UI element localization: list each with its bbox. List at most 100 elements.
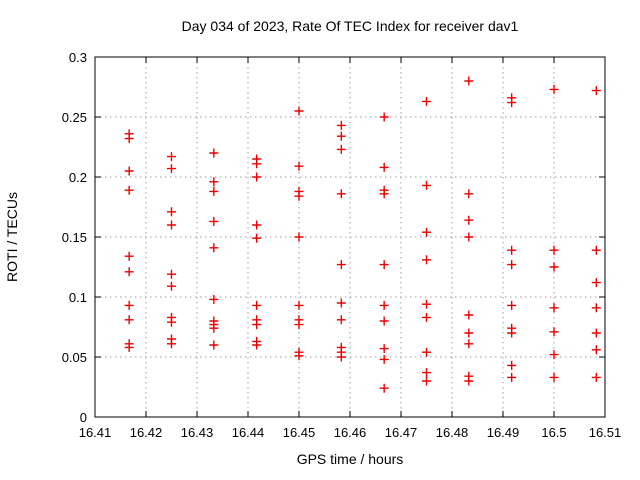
data-point-marker — [379, 354, 389, 364]
data-point-marker — [124, 315, 134, 325]
data-point-marker — [549, 303, 559, 313]
data-point-marker — [124, 267, 134, 277]
data-point-marker — [591, 278, 601, 288]
data-point-marker — [464, 310, 474, 320]
data-point-marker — [252, 220, 262, 230]
data-point-marker — [252, 172, 262, 182]
y-axis-label: ROTI / TECUs — [4, 192, 20, 282]
data-point-marker — [124, 134, 134, 144]
data-point-marker — [124, 300, 134, 310]
data-point-marker — [124, 185, 134, 195]
data-point-marker — [549, 372, 559, 382]
x-tick-label: 16.46 — [334, 425, 367, 440]
x-tick-label: 16.5 — [541, 425, 566, 440]
data-point-marker — [209, 243, 219, 253]
data-point-marker — [336, 120, 346, 130]
data-point-marker — [507, 360, 517, 370]
data-point-marker — [167, 339, 176, 349]
data-point-marker — [422, 312, 431, 322]
x-tick-label: 16.44 — [232, 425, 265, 440]
data-point-marker — [336, 189, 346, 199]
data-point-marker — [379, 112, 389, 122]
data-point-marker — [167, 152, 176, 162]
data-point-marker — [591, 328, 601, 338]
data-point-marker — [507, 328, 517, 338]
data-point-marker — [591, 372, 601, 382]
data-point-marker — [124, 342, 134, 352]
data-point-marker — [124, 166, 134, 176]
grid-lines — [95, 57, 605, 417]
data-point-marker — [167, 317, 176, 327]
data-point-marker — [422, 368, 431, 378]
x-tick-label: 16.41 — [79, 425, 112, 440]
data-point-marker — [379, 189, 389, 199]
y-tick-label: 0.05 — [62, 350, 87, 365]
data-point-marker — [209, 323, 219, 333]
data-point-marker — [464, 232, 474, 242]
data-point-marker — [591, 86, 601, 96]
data-point-marker — [464, 328, 474, 338]
data-point-marker — [336, 131, 346, 141]
data-point-marker — [379, 162, 389, 172]
x-tick-label: 16.51 — [589, 425, 622, 440]
data-point-marker — [507, 300, 517, 310]
y-tick-label: 0.3 — [69, 50, 87, 65]
data-point-marker — [209, 148, 219, 158]
data-point-marker — [422, 96, 431, 106]
y-tick-label: 0 — [80, 410, 87, 425]
data-point-marker — [379, 300, 389, 310]
data-point-marker — [591, 303, 601, 313]
data-point-marker — [209, 294, 219, 304]
data-point-marker — [167, 207, 176, 217]
data-point-marker — [294, 351, 304, 361]
data-point-marker — [464, 215, 474, 225]
data-point-marker — [252, 320, 262, 330]
data-point-marker — [252, 159, 262, 169]
data-point-marker — [294, 232, 304, 242]
data-point-marker — [336, 298, 346, 308]
data-point-marker — [167, 281, 176, 291]
data-point-marker — [336, 352, 346, 362]
data-point-marker — [422, 255, 431, 265]
data-point-marker — [464, 189, 474, 199]
data-point-marker — [379, 316, 389, 326]
data-point-marker — [379, 344, 389, 354]
plot-frame — [94, 56, 606, 418]
data-point-marker — [294, 161, 304, 171]
x-tick-label: 16.49 — [487, 425, 520, 440]
data-point-marker — [422, 299, 431, 309]
y-tick-label: 0.1 — [69, 290, 87, 305]
x-tick-label: 16.45 — [283, 425, 316, 440]
data-point-marker — [591, 345, 601, 355]
data-point-marker — [252, 233, 262, 243]
data-point-marker — [591, 245, 601, 255]
x-tick-label: 16.47 — [385, 425, 418, 440]
x-tick-label: 16.48 — [436, 425, 469, 440]
y-tick-label: 0.2 — [69, 170, 87, 185]
y-tick-label: 0.15 — [62, 230, 87, 245]
data-point-marker — [422, 180, 431, 190]
data-point-marker — [209, 186, 219, 196]
data-point-marker — [549, 327, 559, 337]
data-point-marker — [507, 245, 517, 255]
data-point-marker — [252, 340, 262, 350]
data-point-marker — [294, 320, 304, 330]
data-point-marker — [422, 347, 431, 357]
tick-labels: 16.41 16.42 16.43 16.44 16.45 16.46 16.47 16.48… — [62, 50, 622, 440]
data-point-marker — [167, 269, 176, 279]
x-axis-label: GPS time / hours — [297, 451, 404, 467]
chart-title: Day 034 of 2023, Rate Of TEC Index for r… — [182, 18, 519, 34]
data-point-marker — [422, 376, 431, 386]
x-tick-label: 16.42 — [130, 425, 163, 440]
data-point-marker — [167, 164, 176, 174]
data-point-marker — [336, 144, 346, 154]
data-point-marker — [336, 315, 346, 325]
data-point-marker — [549, 262, 559, 272]
data-point-marker — [507, 372, 517, 382]
data-point-marker — [379, 260, 389, 270]
data-points — [124, 76, 601, 393]
data-point-marker — [549, 84, 559, 94]
data-point-marker — [379, 383, 389, 393]
